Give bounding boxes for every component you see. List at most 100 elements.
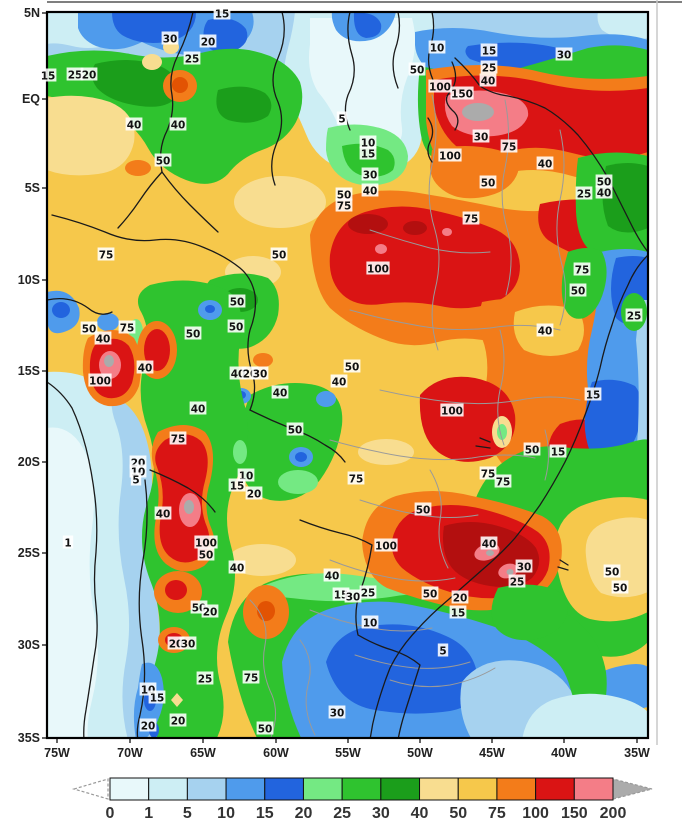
svg-text:1: 1 xyxy=(64,538,71,550)
svg-text:65W: 65W xyxy=(190,746,216,760)
svg-text:40: 40 xyxy=(156,509,171,521)
svg-text:25: 25 xyxy=(577,189,592,201)
svg-text:55W: 55W xyxy=(335,746,361,760)
colorbar-overflow-arrow xyxy=(612,778,653,800)
svg-text:15: 15 xyxy=(256,805,274,822)
svg-text:40: 40 xyxy=(138,363,153,375)
svg-text:40: 40 xyxy=(127,120,142,132)
svg-text:100: 100 xyxy=(441,406,463,418)
svg-text:20S: 20S xyxy=(18,455,40,469)
svg-text:50: 50 xyxy=(288,425,303,437)
svg-text:75: 75 xyxy=(481,469,496,481)
svg-text:150: 150 xyxy=(561,805,588,822)
svg-text:5N: 5N xyxy=(24,6,40,20)
svg-text:100: 100 xyxy=(375,541,397,553)
svg-text:30: 30 xyxy=(181,639,196,651)
svg-text:5: 5 xyxy=(132,475,139,487)
svg-text:15: 15 xyxy=(451,608,466,620)
svg-text:25: 25 xyxy=(198,674,213,686)
svg-text:25: 25 xyxy=(361,588,376,600)
svg-text:15S: 15S xyxy=(18,364,40,378)
colorbar-segments xyxy=(109,777,614,801)
svg-text:75: 75 xyxy=(120,323,135,335)
colorbar-tick-labels: 0 1 5 10 15 20 25 30 40 50 75 100 150 200 xyxy=(106,805,627,822)
svg-text:15: 15 xyxy=(215,9,230,21)
svg-text:35W: 35W xyxy=(624,746,650,760)
svg-text:20: 20 xyxy=(171,716,186,728)
svg-text:40: 40 xyxy=(481,76,496,88)
svg-text:50: 50 xyxy=(186,329,201,341)
svg-text:50W: 50W xyxy=(407,746,433,760)
svg-text:20: 20 xyxy=(82,70,97,82)
svg-text:35S: 35S xyxy=(18,731,40,745)
svg-text:40: 40 xyxy=(482,539,497,551)
svg-text:40: 40 xyxy=(363,186,378,198)
svg-text:15: 15 xyxy=(586,390,601,402)
map-fill-regions xyxy=(47,12,648,738)
svg-text:100: 100 xyxy=(439,151,461,163)
svg-text:100: 100 xyxy=(522,805,549,822)
svg-text:10: 10 xyxy=(217,805,235,822)
svg-text:40: 40 xyxy=(538,326,553,338)
svg-text:50: 50 xyxy=(410,65,425,77)
svg-text:75: 75 xyxy=(244,673,259,685)
country-borders xyxy=(47,12,648,738)
svg-text:20: 20 xyxy=(201,37,216,49)
svg-text:30S: 30S xyxy=(18,638,40,652)
colorbar-underflow-arrow xyxy=(71,778,109,800)
svg-text:75: 75 xyxy=(575,265,590,277)
svg-text:75: 75 xyxy=(502,142,517,154)
svg-text:15: 15 xyxy=(482,46,497,58)
svg-text:50: 50 xyxy=(156,156,171,168)
svg-text:25: 25 xyxy=(627,311,642,323)
svg-text:75W: 75W xyxy=(44,746,70,760)
svg-text:25S: 25S xyxy=(18,546,40,560)
svg-text:200: 200 xyxy=(600,805,627,822)
svg-text:30: 30 xyxy=(517,562,532,574)
lon-axis-labels: 75W 70W 65W 60W 55W 50W 45W 40W 35W xyxy=(44,738,650,760)
svg-text:5S: 5S xyxy=(25,181,40,195)
svg-text:75: 75 xyxy=(337,201,352,213)
svg-text:5: 5 xyxy=(439,646,446,658)
svg-text:40: 40 xyxy=(273,388,288,400)
svg-text:50: 50 xyxy=(230,297,245,309)
svg-text:30: 30 xyxy=(346,592,361,604)
svg-text:EQ: EQ xyxy=(22,92,40,106)
svg-text:40: 40 xyxy=(411,805,429,822)
svg-text:70W: 70W xyxy=(117,746,143,760)
svg-text:20: 20 xyxy=(141,721,156,733)
svg-text:50: 50 xyxy=(449,805,467,822)
svg-text:40: 40 xyxy=(538,159,553,171)
svg-text:20: 20 xyxy=(203,607,218,619)
svg-text:40: 40 xyxy=(171,120,186,132)
svg-text:50: 50 xyxy=(199,550,214,562)
svg-text:10: 10 xyxy=(430,43,445,55)
svg-text:40: 40 xyxy=(332,377,347,389)
svg-text:100: 100 xyxy=(429,82,451,94)
svg-text:15: 15 xyxy=(41,71,56,83)
svg-text:25: 25 xyxy=(510,577,525,589)
svg-text:25: 25 xyxy=(333,805,351,822)
svg-text:0: 0 xyxy=(106,805,115,822)
svg-text:25: 25 xyxy=(68,70,83,82)
svg-text:20: 20 xyxy=(295,805,313,822)
svg-text:100: 100 xyxy=(195,538,217,550)
svg-text:10S: 10S xyxy=(18,273,40,287)
lat-axis-labels: 5N EQ 5S 10S 15S 20S 25S 30S 35S xyxy=(18,6,47,745)
svg-text:75: 75 xyxy=(99,250,114,262)
svg-text:30: 30 xyxy=(372,805,390,822)
svg-text:15: 15 xyxy=(551,447,566,459)
svg-text:40: 40 xyxy=(325,571,340,583)
svg-text:40: 40 xyxy=(96,334,111,346)
svg-text:50: 50 xyxy=(416,505,431,517)
svg-text:40: 40 xyxy=(597,188,612,200)
svg-text:25: 25 xyxy=(482,63,497,75)
svg-text:100: 100 xyxy=(367,264,389,276)
svg-text:30: 30 xyxy=(253,369,268,381)
svg-text:50: 50 xyxy=(82,324,97,336)
svg-text:50: 50 xyxy=(272,250,287,262)
svg-text:40W: 40W xyxy=(551,746,577,760)
